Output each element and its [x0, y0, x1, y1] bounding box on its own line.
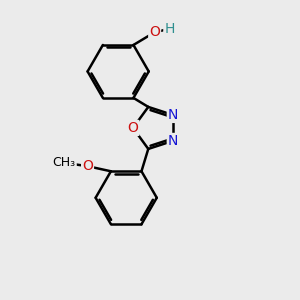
Text: H: H — [164, 22, 175, 36]
Text: O: O — [128, 121, 139, 135]
Text: N: N — [168, 134, 178, 148]
Text: O: O — [82, 159, 93, 173]
Text: CH₃: CH₃ — [52, 156, 76, 169]
Text: N: N — [168, 108, 178, 122]
Text: O: O — [149, 25, 160, 39]
